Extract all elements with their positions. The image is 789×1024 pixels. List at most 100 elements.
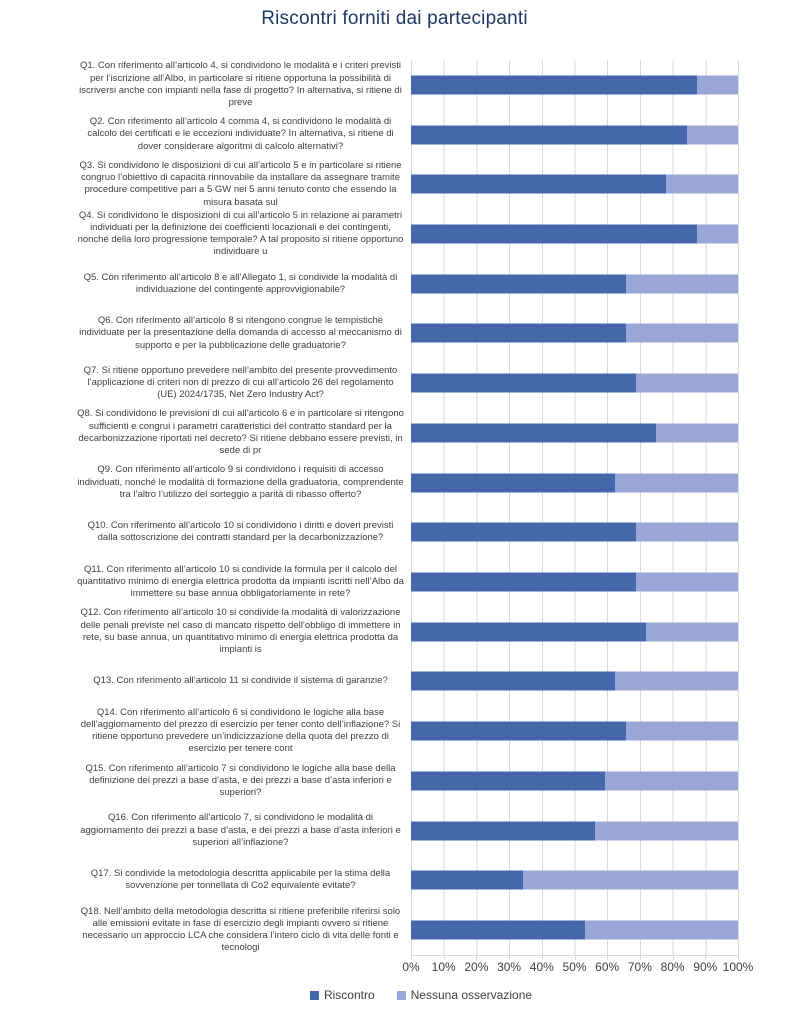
bar-track: [411, 458, 738, 508]
stacked-bar: [411, 771, 738, 791]
chart-row: Q13. Con riferimento all’articolo 11 si …: [77, 657, 738, 707]
bar-track: [411, 110, 738, 160]
bar-segment-nessuna-osservazione: [697, 224, 738, 244]
bar-segment-riscontro: [411, 323, 626, 343]
stacked-bar: [411, 920, 738, 940]
bar-track: [411, 309, 738, 359]
x-tick-label: 20%: [464, 960, 489, 974]
x-tick-label: 90%: [693, 960, 718, 974]
chart-row: Q3. Si condividono le disposizioni di cu…: [77, 159, 738, 209]
stacked-bar: [411, 373, 738, 393]
bar-segment-riscontro: [411, 373, 636, 393]
chart-row: Q2. Con riferimento all’articolo 4 comma…: [77, 110, 738, 160]
bar-track: [411, 209, 738, 259]
bar-segment-nessuna-osservazione: [523, 870, 738, 890]
x-tick-label: 30%: [497, 960, 522, 974]
bar-segment-nessuna-osservazione: [697, 75, 738, 95]
chart-title: Riscontri forniti dai partecipanti: [261, 8, 528, 29]
category-label: Q16. Con riferimento all’articolo 7, si …: [80, 812, 401, 848]
bar-segment-riscontro: [411, 572, 636, 592]
bar-segment-riscontro: [411, 75, 698, 95]
bar-segment-nessuna-osservazione: [615, 671, 738, 691]
x-axis: 0% 10% 20% 30% 40% 50% 60% 70% 80% 90% 100%: [402, 960, 753, 976]
chart-row: Q1. Con riferimento all’articolo 4, si c…: [77, 60, 738, 110]
bar-segment-nessuna-osservazione: [595, 821, 738, 841]
stacked-bar: [411, 323, 738, 343]
bar-segment-riscontro: [411, 622, 647, 642]
bar-track: [411, 408, 738, 458]
bar-segment-riscontro: [411, 522, 636, 542]
stacked-bar: [411, 671, 738, 691]
bar-track: [411, 607, 738, 657]
chart-row: Q10. Con riferimento all’articolo 10 si …: [77, 507, 738, 557]
stacked-bar: [411, 622, 738, 642]
x-tick-label: 10%: [431, 960, 456, 974]
bar-segment-riscontro: [411, 174, 667, 194]
chart-rows: Q1. Con riferimento all’articolo 4, si c…: [77, 60, 738, 955]
legend-label: Riscontro: [323, 988, 375, 1002]
bar-segment-riscontro: [411, 224, 698, 244]
tick-mark: [541, 956, 543, 960]
legend-label: Nessuna osservazione: [410, 988, 533, 1002]
chart-row: Q11. Con riferimento all’articolo 10 si …: [77, 557, 738, 607]
category-label: Q12. Con riferimento all’articolo 10 si …: [80, 607, 401, 655]
x-tick-label: 0%: [402, 960, 420, 974]
tick-mark: [639, 956, 641, 960]
chart-row: Q14. Con riferimento all’articolo 6 si c…: [77, 706, 738, 756]
bar-track: [411, 905, 738, 955]
bar-track: [411, 657, 738, 707]
category-label: Q7. Si ritiene opportuno prevedere nell’…: [83, 364, 398, 401]
category-label: Q2. Con riferimento all’articolo 4 comma…: [87, 116, 394, 152]
bar-segment-nessuna-osservazione: [625, 323, 738, 343]
stacked-bar: [411, 423, 738, 443]
bar-segment-nessuna-osservazione: [666, 174, 738, 194]
plot-area: [411, 60, 739, 960]
legend-item: Nessuna osservazione: [396, 988, 533, 1002]
bar-track: [411, 507, 738, 557]
tick-mark: [574, 956, 576, 960]
bar-track: [411, 358, 738, 408]
legend-item: Riscontro: [309, 988, 375, 1002]
category-label: Q6. Con riferimento all’articolo 8 si ri…: [79, 315, 402, 351]
bar-track: [411, 706, 738, 756]
bar-track: [411, 159, 738, 209]
stacked-bar: [411, 174, 738, 194]
stacked-bar: [411, 721, 738, 741]
bar-segment-riscontro: [411, 423, 657, 443]
bar-segment-nessuna-osservazione: [686, 125, 738, 145]
stacked-bar: [411, 75, 738, 95]
category-label: Q15. Con riferimento all’articolo 7 si c…: [85, 762, 396, 799]
stacked-bar: [411, 870, 738, 890]
category-label: Q10. Con riferimento all’articolo 10 si …: [87, 520, 394, 544]
category-label: Q3. Si condividono le disposizioni di cu…: [79, 159, 402, 208]
stacked-bar: [411, 522, 738, 542]
bar-segment-nessuna-osservazione: [605, 771, 738, 791]
tick-mark: [411, 956, 412, 960]
category-label: Q14. Con riferimento all’articolo 6 si c…: [80, 706, 401, 755]
category-label: Q9. Con riferimento all’articolo 9 si co…: [77, 464, 404, 500]
legend-swatch: [309, 990, 319, 1000]
x-tick-label: 80%: [660, 960, 685, 974]
bar-track: [411, 60, 738, 110]
bar-segment-nessuna-osservazione: [635, 572, 738, 592]
bar-segment-riscontro: [411, 473, 616, 493]
legend-swatch: [396, 990, 406, 1000]
x-tick-label: 60%: [595, 960, 620, 974]
category-label: Q4. Si condividono le disposizioni di cu…: [77, 209, 404, 258]
x-tick-label: 70%: [627, 960, 652, 974]
chart-row: Q16. Con riferimento all’articolo 7, si …: [77, 806, 738, 856]
category-label: Q17. Si condivide la metodologia descrit…: [90, 868, 391, 892]
category-label: Q13. Con riferimento all’articolo 11 si …: [93, 675, 388, 687]
x-tick-label: 40%: [529, 960, 554, 974]
tick-mark: [476, 956, 478, 960]
chart-row: Q4. Si condividono le disposizioni di cu…: [77, 209, 738, 259]
bar-segment-nessuna-osservazione: [656, 423, 738, 443]
bar-segment-riscontro: [411, 671, 616, 691]
stacked-bar: [411, 224, 738, 244]
bar-segment-riscontro: [411, 274, 626, 294]
bar-segment-nessuna-osservazione: [584, 920, 738, 940]
bar-segment-riscontro: [411, 721, 626, 741]
stacked-bar: [411, 572, 738, 592]
stacked-bar: [411, 821, 738, 841]
